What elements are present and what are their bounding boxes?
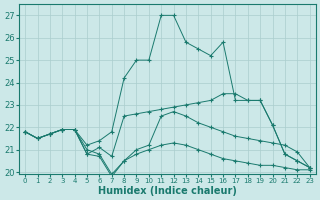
X-axis label: Humidex (Indice chaleur): Humidex (Indice chaleur) bbox=[98, 186, 237, 196]
